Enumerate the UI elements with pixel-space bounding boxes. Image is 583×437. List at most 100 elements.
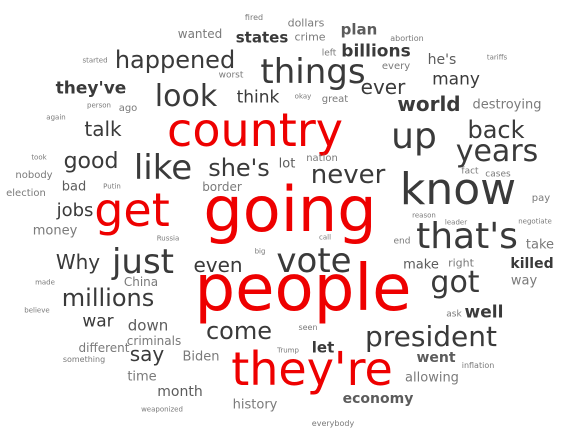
word-nation: nation <box>306 153 338 164</box>
word-tariffs: tariffs <box>486 53 508 62</box>
word-started: started <box>82 56 108 65</box>
word-things: things <box>260 52 366 92</box>
word-killed: killed <box>510 256 554 272</box>
word-putin: Putin <box>103 182 121 191</box>
word-fact: fact <box>461 166 479 177</box>
word-think: think <box>236 87 280 108</box>
word-well: well <box>464 302 504 323</box>
word-ago: ago <box>118 103 138 114</box>
word-just: just <box>111 242 175 282</box>
word-president: president <box>365 320 497 353</box>
word-trump: Trump <box>277 346 299 355</box>
word-many: many <box>432 69 480 90</box>
word-billions: billions <box>341 41 411 62</box>
word-allowing: allowing <box>405 370 459 386</box>
word-worst: worst <box>218 70 244 81</box>
word-leader: leader <box>444 218 468 227</box>
word-nobody: nobody <box>15 170 53 181</box>
word-lot: lot <box>278 156 296 172</box>
word-come: come <box>205 317 273 345</box>
word-ask: ask <box>446 309 462 320</box>
word-jobs: jobs <box>56 200 94 221</box>
word-got: got <box>430 265 480 300</box>
word-great: great <box>321 94 349 105</box>
word-russia: Russia <box>156 234 180 243</box>
word-destroying: destroying <box>472 97 542 113</box>
word-right: right <box>448 256 474 270</box>
word-big: big <box>254 247 266 256</box>
word-money: money <box>32 223 78 239</box>
word-back: back <box>467 116 525 144</box>
word-say: say <box>129 342 165 366</box>
word-take: take <box>525 237 555 253</box>
word-went: went <box>416 350 456 366</box>
word-ever: ever <box>360 75 406 99</box>
word-election: election <box>6 188 46 199</box>
word-reason: reason <box>412 211 436 220</box>
word-up: up <box>391 116 437 157</box>
word-down: down <box>127 316 169 335</box>
word-people: people <box>194 252 412 326</box>
word-fired: fired <box>244 13 264 22</box>
word-economy: economy <box>342 391 414 407</box>
word-inflation: inflation <box>461 361 495 370</box>
word-crime: crime <box>294 30 326 44</box>
word-cases: cases <box>485 169 511 180</box>
word-believe: believe <box>24 306 50 315</box>
word-person: person <box>87 101 111 110</box>
word-world: world <box>397 92 461 116</box>
word-he-s: he's <box>427 52 457 68</box>
word-different: different <box>78 341 130 355</box>
word-going: going <box>203 173 377 246</box>
word-get: get <box>94 183 170 237</box>
word-millions: millions <box>61 284 155 312</box>
word-years: years <box>455 134 539 169</box>
word-pay: pay <box>531 193 551 204</box>
word-negotiate: negotiate <box>518 217 552 226</box>
word-okay: okay <box>294 92 312 101</box>
word-biden: Biden <box>182 349 220 365</box>
word-let: let <box>311 338 335 357</box>
word-make: make <box>403 257 439 273</box>
word-look: look <box>154 79 218 114</box>
word-everybody: everybody <box>311 419 355 428</box>
word-month: month <box>157 384 203 400</box>
word-every: every <box>381 61 411 72</box>
word-vote: vote <box>276 241 352 281</box>
word-time: time <box>127 369 157 385</box>
word-border: border <box>202 180 242 194</box>
word-that-s: that's <box>416 216 518 257</box>
word-way: way <box>510 273 538 289</box>
word-even: even <box>193 253 243 277</box>
word-left: left <box>321 48 337 59</box>
word-good: good <box>63 149 119 174</box>
word-criminals: criminals <box>126 334 182 348</box>
word-bad: bad <box>61 179 87 195</box>
word-took: took <box>31 153 47 162</box>
word-something: something <box>62 355 106 364</box>
word-talk: talk <box>84 117 122 141</box>
word-history: history <box>232 397 278 413</box>
word-weaponized: weaponized <box>141 405 183 414</box>
word-country: country <box>167 103 343 157</box>
word-call: call <box>318 233 332 242</box>
word-abortion: abortion <box>390 34 424 43</box>
word-plan: plan <box>340 20 378 39</box>
word-why: Why <box>55 250 101 274</box>
word-never: never <box>310 160 386 190</box>
word-war: war <box>82 311 114 332</box>
word-happened: happened <box>114 46 236 74</box>
word-seen: seen <box>298 323 318 332</box>
word-she-s: she's <box>208 154 270 182</box>
word-wanted: wanted <box>177 27 223 41</box>
word-again: again <box>46 113 66 122</box>
word-end: end <box>393 236 411 247</box>
word-states: states <box>235 28 289 47</box>
word-know: know <box>399 164 517 215</box>
word-made: made <box>35 278 55 287</box>
word-china: China <box>123 275 159 289</box>
word-they-ve: they've <box>55 78 127 99</box>
word-they-re: they're <box>231 342 393 396</box>
word-like: like <box>133 148 193 188</box>
